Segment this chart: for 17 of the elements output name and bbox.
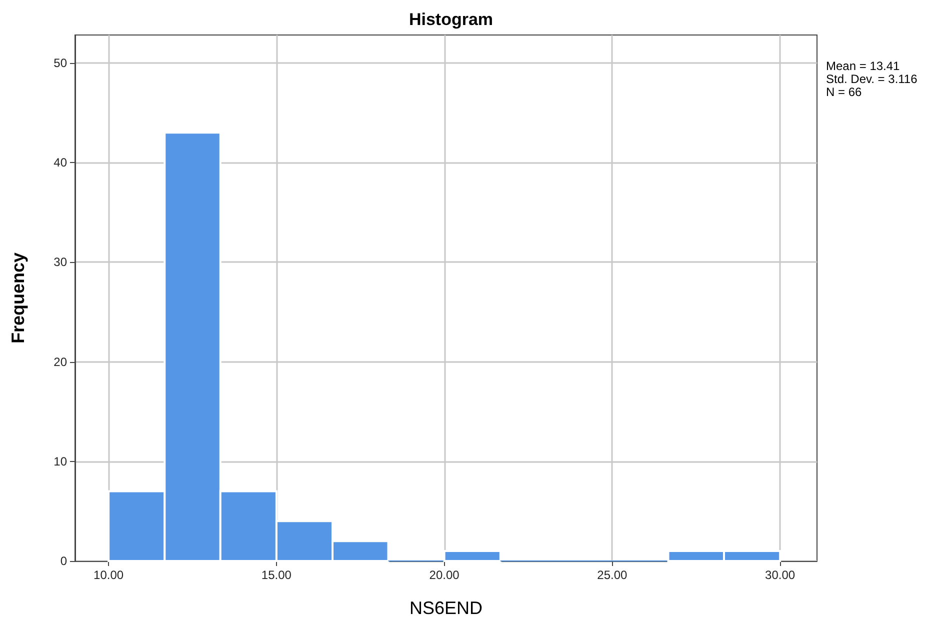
- text: Std. Dev. = 3.116: [826, 72, 918, 86]
- x-axis-title: NS6END: [409, 598, 483, 618]
- y-tick-label: 50: [54, 56, 68, 70]
- x-tick-label: 25.00: [597, 568, 628, 582]
- x-tick-label: 15.00: [261, 568, 292, 582]
- x-tick-label: 20.00: [429, 568, 460, 582]
- y-tick-label: 10: [54, 454, 68, 468]
- text: N = 66: [826, 85, 862, 99]
- text: Mean = 13.41: [826, 59, 900, 73]
- y-tick-label: 30: [54, 255, 68, 270]
- y-tick-label: 20: [54, 354, 68, 369]
- chart-title: Histogram: [408, 10, 494, 29]
- x-tick-label: 10.00: [94, 568, 124, 582]
- y-tick-label: 0: [60, 554, 68, 568]
- x-tick-label: 30.00: [765, 568, 796, 582]
- y-tick-label: 40: [54, 156, 68, 170]
- y-axis-title: Frequency: [8, 252, 28, 344]
